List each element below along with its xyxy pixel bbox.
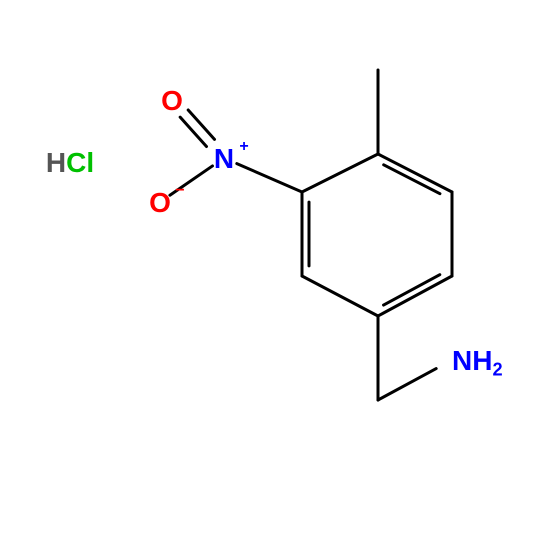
bond: [378, 369, 436, 400]
charge-N1: +: [239, 138, 248, 155]
atom-nh2: NH2: [452, 345, 503, 380]
bond: [378, 276, 452, 316]
atom-N1: N: [214, 143, 234, 174]
molecule-canvas: HClOO−N+NH2: [0, 0, 533, 533]
bond: [237, 164, 302, 192]
bond: [302, 276, 378, 316]
bond: [384, 275, 440, 305]
atom-O2: O: [149, 187, 171, 218]
charge-O2: −: [175, 182, 184, 199]
bond: [188, 110, 214, 139]
atom-hcl: HCl: [46, 147, 94, 178]
bond: [180, 117, 206, 146]
bond: [384, 165, 440, 194]
atom-O1: O: [161, 85, 183, 116]
bond: [302, 154, 378, 192]
bond: [378, 154, 452, 192]
